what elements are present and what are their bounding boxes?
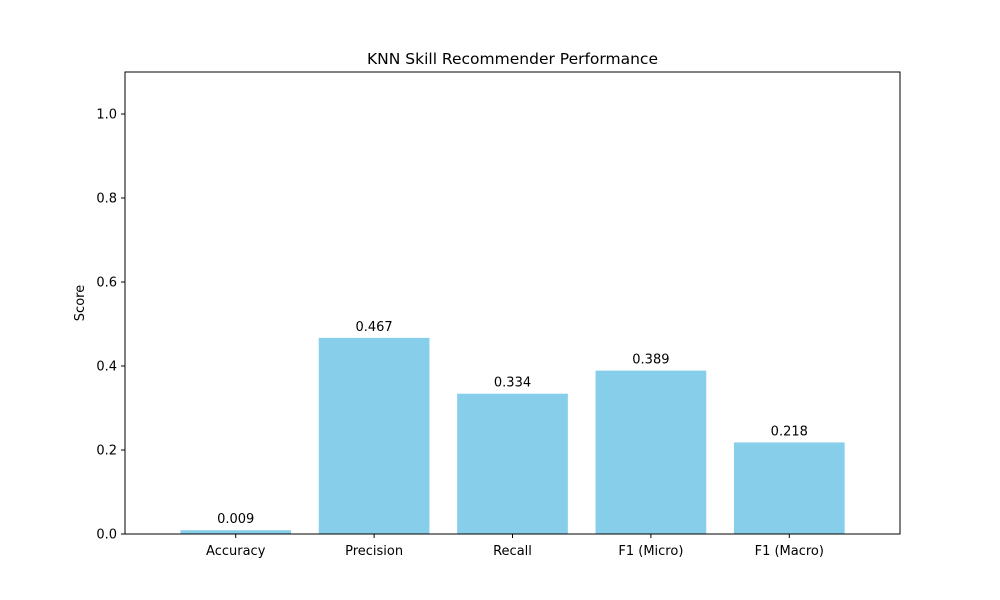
y-axis-label: Score: [73, 285, 88, 321]
value-label-f1-micro: 0.389: [632, 353, 669, 368]
x-tick-label-f1-macro: F1 (Macro): [755, 544, 824, 559]
y-tick-label-4: 0.8: [96, 192, 117, 207]
y-tick-label-2: 0.4: [96, 360, 117, 375]
value-label-recall: 0.334: [494, 376, 531, 391]
chart-title: KNN Skill Recommender Performance: [367, 50, 658, 68]
plot-area: 0.009 0.467 0.334 0.389 0.218: [124, 71, 901, 535]
x-tick-label-f1-micro: F1 (Micro): [618, 544, 683, 559]
y-tick-label-3: 0.6: [96, 276, 117, 291]
bars-group: [180, 337, 845, 534]
bar-f1-macro: [733, 442, 845, 534]
y-tick-label-0: 0.0: [96, 528, 117, 543]
value-label-accuracy: 0.009: [217, 512, 254, 527]
x-tick-label-recall: Recall: [493, 544, 532, 559]
bar-recall: [457, 393, 568, 534]
bar-precision: [318, 337, 430, 534]
x-tick-label-precision: Precision: [345, 544, 403, 559]
y-axis: 0.0 0.2 0.4 0.6 0.8 1.0: [96, 108, 125, 543]
x-axis: Accuracy Precision Recall F1 (Micro) F1 (Mac…: [206, 534, 824, 559]
x-tick-label-accuracy: Accuracy: [206, 544, 266, 559]
bar-f1-micro: [595, 370, 707, 534]
value-label-precision: 0.467: [355, 320, 392, 335]
value-labels-group: 0.009 0.467 0.334 0.389 0.218: [217, 320, 808, 527]
bar-accuracy: [180, 530, 292, 534]
value-label-f1-macro: 0.218: [771, 424, 808, 439]
y-tick-label-1: 0.2: [96, 444, 117, 459]
y-tick-label-5: 1.0: [96, 108, 117, 123]
